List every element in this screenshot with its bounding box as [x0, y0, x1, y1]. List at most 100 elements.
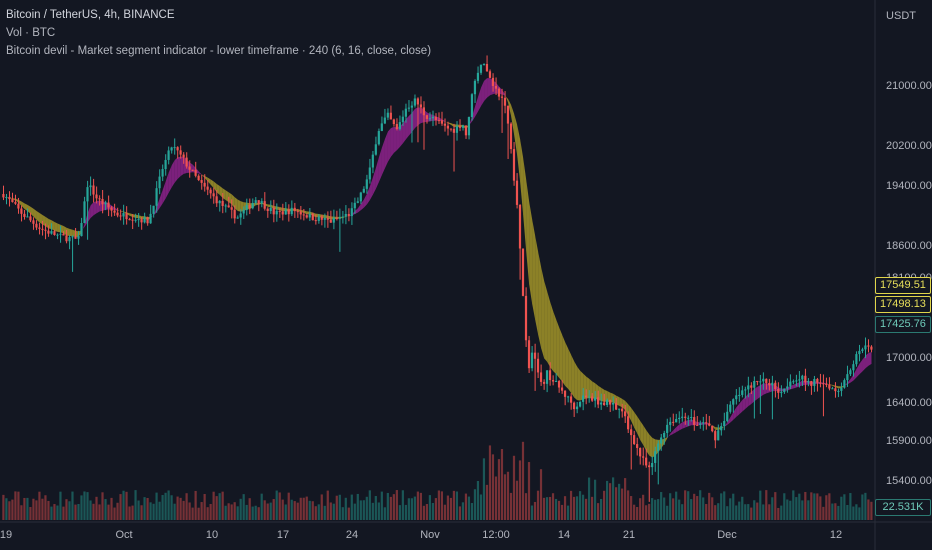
- volume-bar: [825, 495, 828, 520]
- volume-bar: [705, 503, 708, 520]
- candle-body: [675, 419, 678, 423]
- ribbon-segment: [739, 399, 743, 415]
- volume-bar: [660, 492, 663, 520]
- volume-bar: [774, 492, 777, 520]
- volume-bar: [29, 507, 32, 520]
- candle-body: [590, 396, 594, 401]
- ribbon-segment: [673, 427, 677, 434]
- volume-bar: [305, 496, 308, 520]
- indicator-label[interactable]: Bitcoin devil - Market segment indicator…: [6, 45, 432, 57]
- volume-bar: [407, 498, 410, 520]
- ribbon-segment: [766, 383, 770, 394]
- volume-bar: [852, 506, 855, 520]
- ribbon-segment: [511, 104, 515, 135]
- volume-bar: [488, 445, 492, 520]
- price-tick-label: 19400.00: [886, 180, 932, 192]
- candle-body: [533, 352, 537, 359]
- ribbon-segment: [27, 204, 31, 214]
- ribbon-segment: [727, 417, 731, 425]
- ribbon-segment: [315, 213, 319, 218]
- candle-body: [50, 231, 53, 234]
- candle-body: [77, 236, 80, 239]
- candle-body: [206, 186, 209, 190]
- candle-body: [176, 147, 179, 151]
- ribbon-segment: [402, 119, 406, 144]
- ribbon-segment: [565, 342, 569, 389]
- price-tick-label: 15400.00: [886, 475, 932, 487]
- volume-bar: [521, 441, 525, 520]
- volume-bar: [464, 493, 468, 520]
- ribbon-segment: [763, 383, 767, 395]
- volume-bar: [801, 500, 804, 520]
- volume-bar: [672, 498, 675, 520]
- ribbon-segment: [381, 139, 385, 176]
- candle-body: [410, 105, 413, 108]
- volume-bar: [272, 499, 275, 520]
- volume-bar: [542, 497, 546, 520]
- ribbon-segment: [375, 157, 379, 189]
- volume-bar: [296, 502, 299, 520]
- candle-body: [660, 437, 663, 444]
- candle-body: [837, 390, 840, 392]
- candle-body: [146, 217, 149, 224]
- volume-bar: [311, 501, 314, 520]
- candle-body: [825, 383, 828, 385]
- ribbon-segment: [799, 380, 803, 387]
- candle-body: [113, 210, 116, 213]
- volume-bar: [170, 495, 173, 520]
- volume-bar: [158, 501, 161, 520]
- ribbon-segment: [378, 147, 382, 182]
- candle-body: [518, 204, 522, 249]
- volume-bar: [269, 502, 272, 520]
- candle-body: [455, 126, 459, 133]
- candle-body: [23, 213, 26, 217]
- volume-bar: [65, 499, 68, 520]
- ribbon-segment: [631, 407, 635, 428]
- candle-body: [572, 402, 576, 410]
- volume-bar: [572, 496, 576, 520]
- ribbon-segment: [601, 387, 605, 403]
- candle-body: [687, 417, 690, 419]
- ribbon-segment: [553, 311, 557, 374]
- price-axis[interactable]: 21000.0020200.0019400.0018600.0018100.00…: [886, 80, 932, 487]
- ribbon-segment: [18, 199, 22, 206]
- volume-bar: [326, 490, 329, 520]
- volume-bar: [242, 494, 245, 520]
- volume-bar: [482, 458, 486, 520]
- volume-bar: [434, 498, 437, 520]
- candle-body: [287, 209, 290, 215]
- volume-bar: [497, 459, 501, 520]
- candle-body: [557, 381, 561, 388]
- volume-bar: [828, 493, 831, 520]
- volume-bar: [80, 495, 83, 520]
- volume-bar: [792, 490, 795, 520]
- volume-bar: [191, 507, 194, 520]
- volume-bar: [443, 504, 447, 520]
- volume-bar: [2, 494, 5, 520]
- volume-bar: [188, 502, 191, 520]
- candle-body: [479, 64, 483, 73]
- symbol-title[interactable]: Bitcoin / TetherUS, 4h, BINANCE: [6, 9, 175, 21]
- volume-bar: [813, 493, 816, 520]
- candle-body: [569, 396, 573, 403]
- candle-body: [170, 147, 173, 151]
- ribbon-segment: [562, 334, 566, 386]
- candle-body: [371, 154, 374, 168]
- ribbon-segment: [120, 211, 124, 213]
- time-axis[interactable]: 19 Oct 10 17 24 Nov 12:00 14 21 Dec 12: [0, 529, 842, 541]
- ribbon-segment: [769, 383, 773, 393]
- volume-bar: [723, 491, 726, 520]
- volume-bar: [221, 491, 224, 520]
- currency-label[interactable]: USDT: [886, 10, 916, 22]
- ribbon-segment: [751, 388, 755, 404]
- candle-body: [503, 97, 507, 106]
- candle-body: [107, 202, 110, 208]
- candle-body: [197, 175, 200, 181]
- candle-body: [164, 159, 167, 170]
- candle-body: [242, 209, 245, 214]
- volume-label[interactable]: Vol · BTC: [6, 27, 56, 39]
- candle-body: [266, 208, 269, 211]
- candle-body: [846, 374, 849, 381]
- candle-body: [131, 219, 134, 221]
